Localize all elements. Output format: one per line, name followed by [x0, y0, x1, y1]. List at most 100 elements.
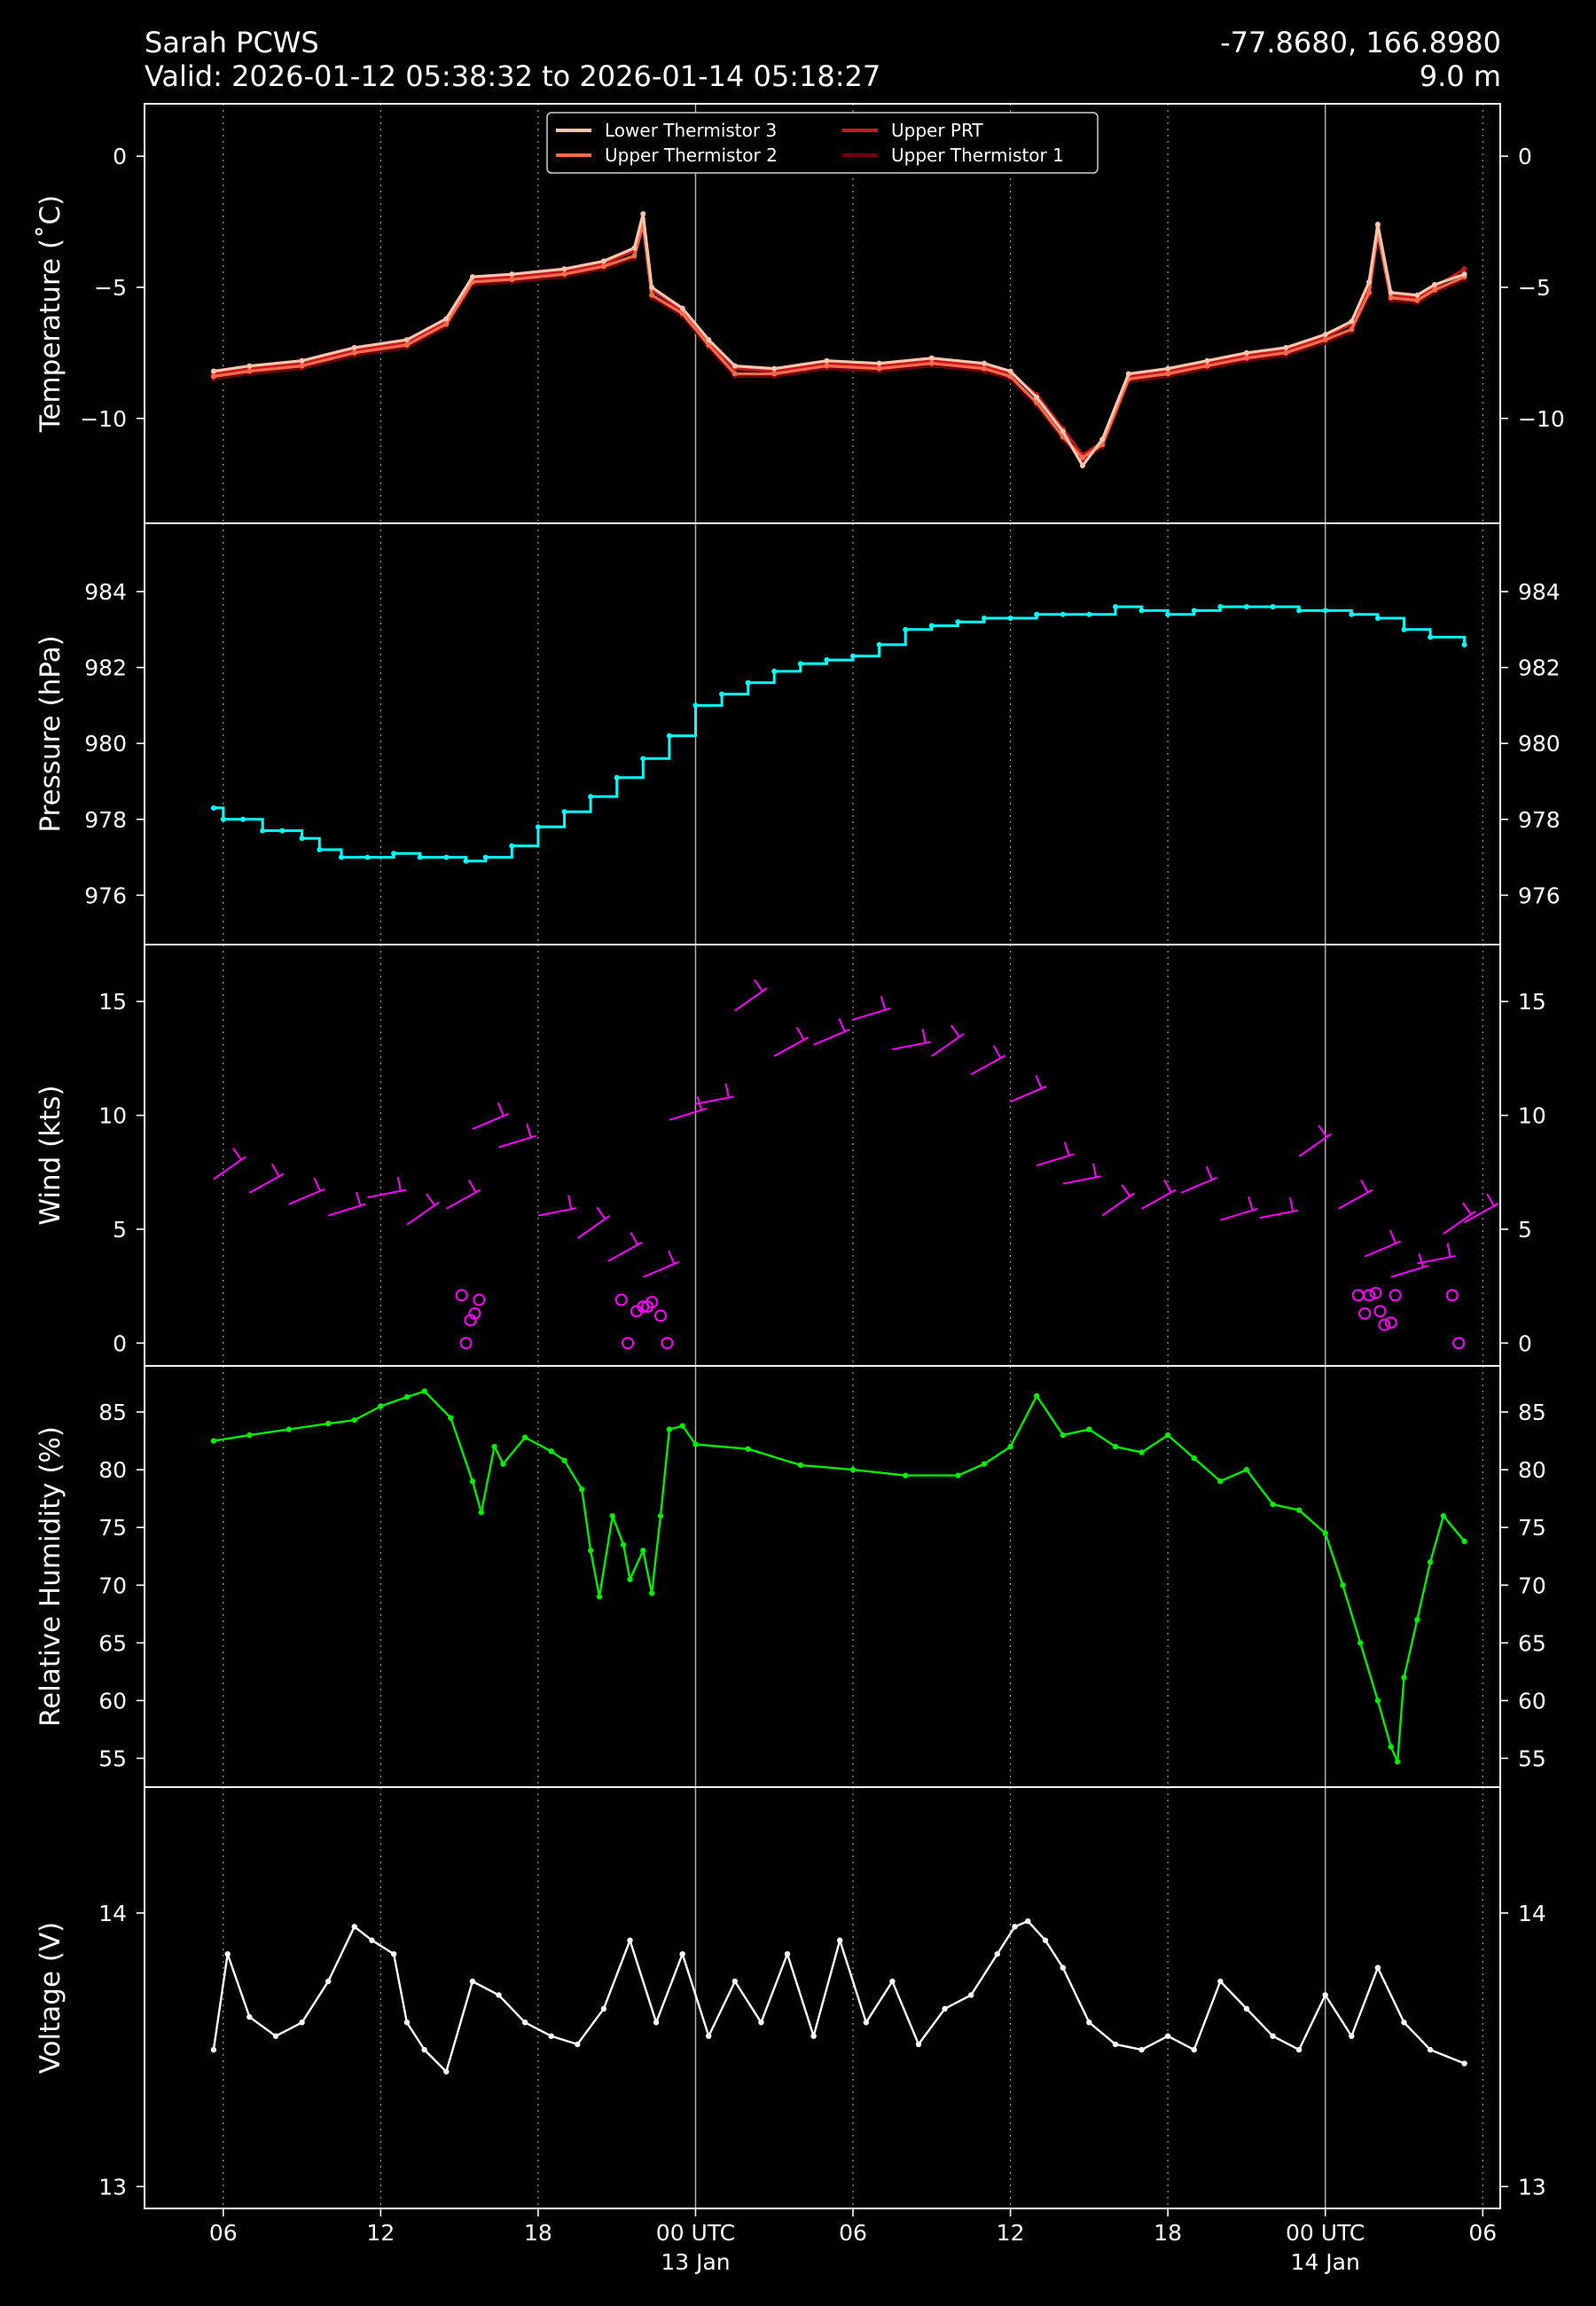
wind-barb — [537, 1207, 577, 1217]
pressure-point — [1322, 608, 1328, 614]
wind-barb-flag — [467, 1179, 477, 1193]
humidity-point — [421, 1388, 427, 1394]
pressure-point — [239, 816, 246, 822]
pressure-point — [1428, 634, 1434, 640]
voltage-point — [1012, 1924, 1018, 1930]
series-point-2 — [1414, 297, 1420, 303]
pressure-point — [1401, 626, 1407, 632]
series-point-2 — [679, 310, 685, 317]
wind-barb-flag — [630, 1231, 638, 1245]
wind-barb-flag — [426, 1193, 435, 1206]
series-point-2 — [1079, 455, 1085, 461]
wind-barb-flag — [1446, 1243, 1451, 1258]
xtick-label-4: 00 UTC — [656, 2220, 735, 2246]
wind-barb-flag — [1360, 1179, 1369, 1193]
voltage-point — [784, 1950, 791, 1957]
series-point-1 — [640, 211, 646, 217]
wind-barb — [1036, 1153, 1075, 1167]
wind-barb-flag — [1288, 1196, 1295, 1212]
wind-ylabel: Wind (kts) — [35, 1085, 66, 1225]
wind-barb — [1390, 1265, 1429, 1278]
pressure-point — [417, 854, 423, 860]
series-point-1 — [299, 357, 305, 364]
humidity-point — [849, 1466, 857, 1473]
humidity-point — [620, 1541, 627, 1548]
calm-marker — [654, 1309, 668, 1322]
series-point-1 — [1204, 357, 1210, 364]
series-point-1 — [1414, 292, 1420, 298]
ytick-label-left: 976 — [84, 882, 127, 908]
humidity-point — [1007, 1443, 1013, 1450]
voltage-point — [1138, 2046, 1145, 2053]
humidity-point — [246, 1431, 253, 1439]
humidity-point — [1270, 1501, 1276, 1508]
pressure-point — [1112, 604, 1118, 610]
voltage-point — [1217, 1978, 1224, 1985]
series-point-1 — [824, 357, 830, 364]
calm-marker — [473, 1293, 486, 1306]
pressure-point — [1086, 611, 1092, 617]
ytick-label-left: 980 — [84, 731, 127, 757]
wind-barb — [1010, 1086, 1047, 1103]
voltage-point — [1401, 2020, 1407, 2026]
humidity-point — [1086, 1426, 1092, 1432]
pressure-point — [260, 827, 266, 834]
series-point-1 — [1388, 289, 1394, 295]
series-point-1 — [1099, 436, 1106, 443]
series-point-1 — [509, 271, 515, 278]
voltage-point — [1322, 1992, 1328, 1998]
wind-barb — [327, 1203, 366, 1217]
humidity-ylabel: Relative Humidity (%) — [35, 1426, 66, 1727]
voltage-point — [942, 2005, 948, 2012]
wind-barb — [1464, 1203, 1499, 1224]
humidity-point — [1112, 1443, 1119, 1450]
xtick-sublabel-8: 14 Jan — [1291, 2249, 1360, 2275]
pressure-point — [391, 851, 397, 857]
voltage-point — [889, 1978, 896, 1985]
ytick-label-right: 980 — [1518, 731, 1561, 757]
wind-barb — [576, 1215, 610, 1240]
humidity-point — [1401, 1675, 1407, 1681]
voltage-point — [1086, 2020, 1092, 2026]
calm-marker — [1363, 1289, 1376, 1302]
wind-barb — [498, 1134, 536, 1149]
series-line-3 — [213, 217, 1466, 457]
wind-barb-flag — [1318, 1125, 1328, 1138]
xtick-label-9: 06 — [1468, 2220, 1497, 2246]
wind-barb — [773, 1036, 810, 1057]
series-point-1 — [561, 266, 567, 272]
voltage-point — [575, 2041, 581, 2048]
ytick-label-left: 10 — [98, 1103, 127, 1129]
humidity-line — [213, 1390, 1466, 1763]
wind-barb-flag — [497, 1102, 505, 1117]
wind-barb — [642, 1260, 680, 1278]
calm-marker — [1373, 1305, 1387, 1318]
series-point-2 — [403, 341, 410, 348]
series-point-2 — [706, 341, 712, 348]
voltage-point — [810, 2033, 817, 2039]
pressure-line — [213, 605, 1467, 863]
wind-barb-flag — [355, 1191, 362, 1206]
voltage-point — [1374, 1965, 1381, 1971]
humidity-point — [981, 1461, 988, 1467]
calm-marker — [455, 1289, 468, 1302]
wind-barb — [445, 1188, 481, 1210]
humidity-point — [561, 1457, 567, 1463]
series-point-1 — [469, 274, 475, 280]
pressure-point — [745, 679, 751, 686]
ytick-label-right: 85 — [1518, 1400, 1546, 1425]
ytick-label-left: 14 — [98, 1901, 127, 1926]
station-title: Sarah PCWS — [145, 26, 319, 59]
wind-barb-flag — [1035, 1075, 1043, 1089]
wind-barb-flag — [1462, 1202, 1472, 1215]
voltage-point — [1243, 2005, 1250, 2012]
pressure-point — [279, 827, 286, 834]
voltage-point — [1164, 2033, 1171, 2039]
wind-barb — [1220, 1207, 1258, 1221]
voltage-point — [706, 2033, 712, 2039]
ytick-label-left: 15 — [98, 989, 127, 1015]
ytick-label-right: 55 — [1518, 1745, 1546, 1771]
legend-label-2: Upper Thermistor 2 — [605, 145, 778, 166]
humidity-point — [403, 1393, 411, 1400]
series-point-2 — [732, 371, 738, 377]
